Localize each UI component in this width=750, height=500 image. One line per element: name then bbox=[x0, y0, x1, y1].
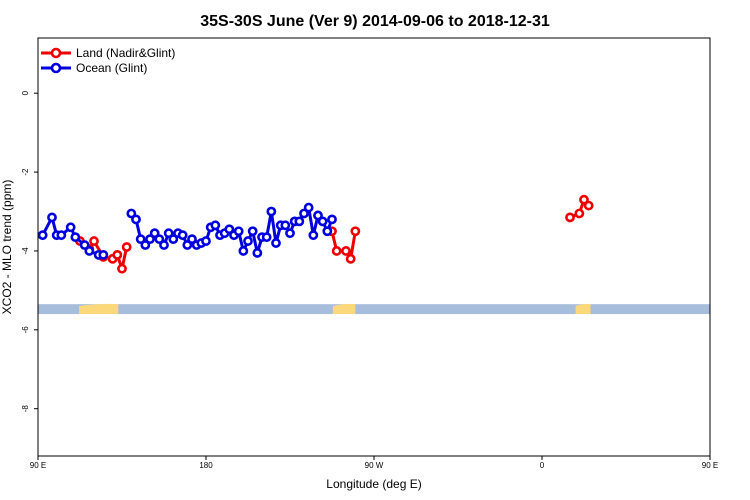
legend-swatch-marker bbox=[50, 62, 62, 74]
data-point bbox=[145, 234, 155, 245]
data-point bbox=[261, 232, 272, 243]
data-point bbox=[187, 234, 197, 245]
ocean-band bbox=[38, 304, 710, 315]
series-line bbox=[729, 241, 750, 269]
data-point bbox=[341, 246, 351, 256]
y-axis: 0 -2 -4 -6 -8 bbox=[21, 90, 38, 412]
legend-item: Land (Nadir&Glint) bbox=[41, 46, 175, 60]
data-point bbox=[327, 214, 337, 225]
land-patch bbox=[575, 303, 591, 315]
data-point bbox=[294, 216, 305, 227]
data-point bbox=[121, 242, 132, 252]
data-point bbox=[98, 249, 109, 260]
y-tick-label: 0 bbox=[21, 90, 30, 95]
data-point bbox=[38, 230, 48, 241]
data-point bbox=[271, 238, 281, 248]
x-tick-label: 90 E bbox=[702, 461, 718, 470]
x-tick-label: 90 E bbox=[30, 461, 46, 470]
land-ocean-band bbox=[38, 303, 710, 315]
data-point bbox=[725, 237, 732, 244]
data-point bbox=[345, 253, 356, 264]
y-tick-label: -4 bbox=[21, 247, 30, 255]
data-point bbox=[201, 236, 211, 246]
data-point bbox=[70, 232, 81, 243]
data-point bbox=[117, 263, 127, 274]
data-point bbox=[159, 240, 169, 250]
data-point bbox=[744, 255, 750, 262]
y-tick-label: -6 bbox=[21, 326, 30, 334]
data-point bbox=[238, 246, 249, 256]
data-point bbox=[350, 226, 361, 237]
series-layer bbox=[38, 194, 750, 274]
legend-label: Land (Nadir&Glint) bbox=[76, 46, 175, 60]
data-point bbox=[79, 240, 90, 250]
data-point bbox=[140, 240, 151, 250]
data-point bbox=[177, 230, 188, 241]
data-point bbox=[583, 200, 594, 211]
legend-item: Ocean (Glint) bbox=[41, 61, 147, 75]
plot-frame bbox=[37, 37, 711, 457]
data-point bbox=[322, 226, 333, 237]
data-point bbox=[574, 208, 585, 219]
series-ocean bbox=[38, 202, 337, 260]
chart-title: 35S-30S June (Ver 9) 2014-09-06 to 2018-… bbox=[200, 13, 550, 30]
data-point bbox=[131, 214, 141, 225]
data-point bbox=[135, 234, 146, 245]
data-point bbox=[149, 228, 160, 239]
data-point bbox=[317, 216, 328, 227]
y-axis-label: XCO2 - MLO trend (ppm) bbox=[0, 180, 14, 315]
data-point bbox=[65, 222, 76, 233]
x-tick-label: 180 bbox=[199, 461, 213, 470]
x-axis-label: Longitude (deg E) bbox=[326, 477, 421, 491]
data-point bbox=[126, 208, 137, 219]
data-point bbox=[266, 206, 277, 217]
data-point bbox=[112, 249, 123, 260]
data-point bbox=[154, 234, 165, 245]
data-point bbox=[84, 246, 95, 256]
data-point bbox=[56, 230, 67, 241]
data-point bbox=[285, 228, 295, 239]
data-point bbox=[243, 236, 253, 246]
series-line bbox=[41, 215, 104, 257]
legend: Land (Nadir&Glint)Ocean (Glint) bbox=[41, 46, 175, 75]
data-point bbox=[308, 230, 319, 241]
data-point bbox=[47, 212, 57, 223]
data-point bbox=[163, 228, 174, 239]
data-point bbox=[252, 248, 263, 258]
data-point bbox=[579, 194, 589, 205]
land-patch bbox=[79, 303, 119, 315]
data-point bbox=[182, 240, 193, 250]
data-point bbox=[224, 224, 235, 235]
legend-swatch-marker bbox=[50, 47, 62, 59]
data-point bbox=[739, 253, 746, 260]
data-point bbox=[168, 234, 179, 245]
data-point bbox=[299, 208, 309, 219]
data-point bbox=[233, 226, 244, 237]
data-point bbox=[734, 237, 741, 244]
x-axis: 90 E 180 90 W 0 90 E bbox=[30, 456, 718, 470]
data-point bbox=[565, 212, 575, 223]
y-tick-label: -2 bbox=[21, 168, 30, 176]
data-point bbox=[89, 236, 99, 246]
data-point bbox=[280, 220, 291, 231]
data-point bbox=[730, 247, 737, 254]
data-point bbox=[331, 246, 342, 256]
data-point bbox=[247, 226, 258, 237]
land-patch bbox=[332, 303, 356, 315]
y-tick-label: -8 bbox=[21, 405, 30, 413]
data-point bbox=[313, 210, 323, 221]
legend-label: Ocean (Glint) bbox=[76, 61, 147, 75]
x-tick-label: 0 bbox=[540, 461, 545, 470]
x-tick-label: 90 W bbox=[365, 461, 384, 470]
data-point bbox=[303, 202, 314, 213]
data-point bbox=[210, 220, 221, 231]
